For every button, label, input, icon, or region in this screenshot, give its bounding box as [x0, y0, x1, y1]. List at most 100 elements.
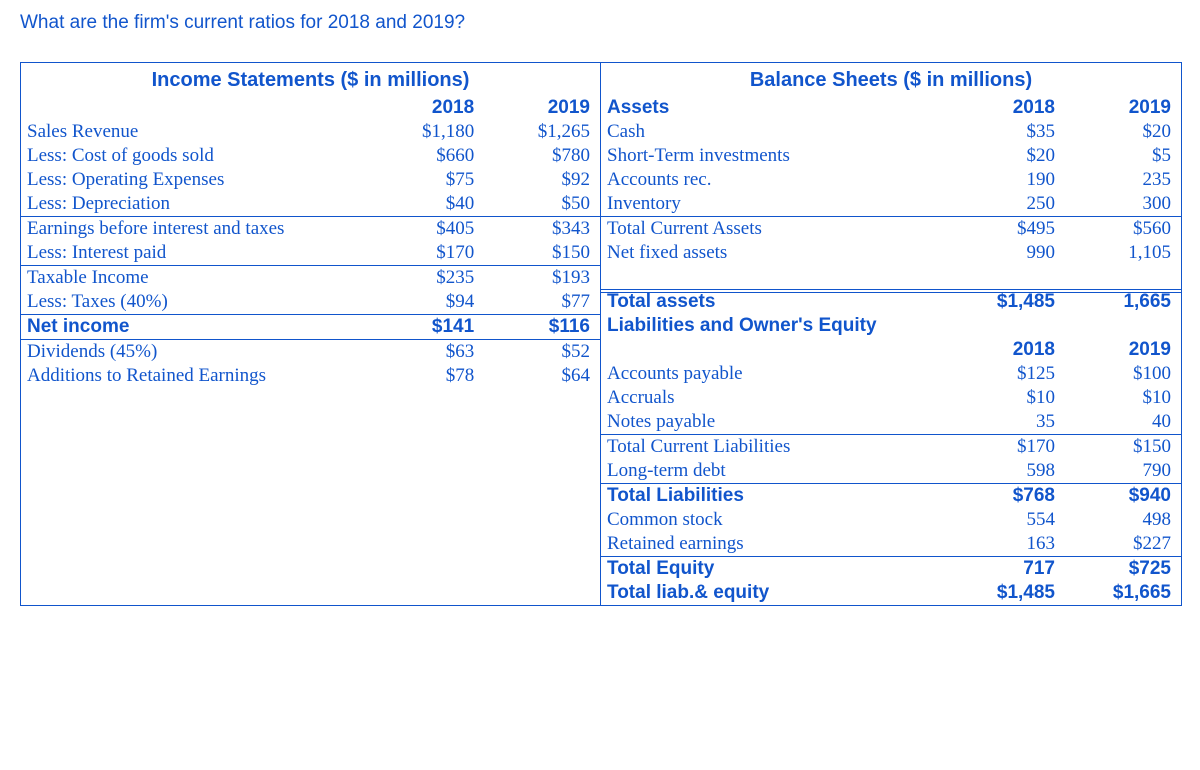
- liab-label: Retained earnings: [601, 532, 949, 557]
- income-2019: $52: [484, 340, 600, 365]
- income-2018: $141: [368, 315, 484, 340]
- income-2018: $170: [368, 241, 484, 266]
- income-label: Less: Cost of goods sold: [21, 144, 368, 168]
- asset-label: Net fixed assets: [601, 241, 949, 265]
- asset-2019: 1,105: [1065, 241, 1181, 265]
- income-row: Taxable Income$235$193: [21, 266, 600, 291]
- liab-heading-row: Liabilities and Owner's Equity: [601, 314, 1181, 338]
- income-2018: $94: [368, 290, 484, 315]
- income-row: Less: Operating Expenses$75$92: [21, 168, 600, 192]
- asset-label: Cash: [601, 120, 949, 144]
- income-2018: $63: [368, 340, 484, 365]
- income-2019: $193: [484, 266, 600, 291]
- liab-label: Accounts payable: [601, 362, 949, 386]
- liab-2018: $768: [949, 484, 1065, 509]
- income-2018: $1,180: [368, 120, 484, 144]
- liab-2019: 790: [1065, 459, 1181, 484]
- income-row: Dividends (45%)$63$52: [21, 340, 600, 365]
- liab-row: Total liab.& equity$1,485$1,665: [601, 581, 1181, 605]
- asset-label: Inventory: [601, 192, 949, 217]
- balance-panel: Balance Sheets ($ in millions) Assets 20…: [601, 63, 1181, 605]
- income-label: Sales Revenue: [21, 120, 368, 144]
- income-label: Earnings before interest and taxes: [21, 217, 368, 242]
- income-label: Taxable Income: [21, 266, 368, 291]
- question-text: What are the firm's current ratios for 2…: [20, 12, 1180, 34]
- liab-row: Total Equity717$725: [601, 557, 1181, 582]
- asset-2019: $560: [1065, 217, 1181, 242]
- income-2019: $64: [484, 364, 600, 388]
- liab-row: Accruals$10$10: [601, 386, 1181, 410]
- liab-2018: 717: [949, 557, 1065, 582]
- liab-label: Common stock: [601, 508, 949, 532]
- asset-row: Short-Term investments$20$5: [601, 144, 1181, 168]
- liab-row: Total Liabilities$768$940: [601, 484, 1181, 509]
- total-assets-row: Total assets $1,485 1,665: [601, 290, 1181, 315]
- income-label: Dividends (45%): [21, 340, 368, 365]
- income-2019: $50: [484, 192, 600, 217]
- liab-2019: $1,665: [1065, 581, 1181, 605]
- income-table: 2018 2019 Sales Revenue$1,180$1,265Less:…: [21, 96, 600, 388]
- income-label: Net income: [21, 315, 368, 340]
- assets-heading: Assets: [601, 96, 949, 120]
- liab-label: Long-term debt: [601, 459, 949, 484]
- liab-2019: $10: [1065, 386, 1181, 410]
- income-label: Less: Taxes (40%): [21, 290, 368, 315]
- asset-2018: $35: [949, 120, 1065, 144]
- income-year-row: 2018 2019: [21, 96, 600, 120]
- assets-header-row: Assets 2018 2019: [601, 96, 1181, 120]
- income-row: Earnings before interest and taxes$405$3…: [21, 217, 600, 242]
- income-year-2019: 2019: [484, 96, 600, 120]
- asset-2018: $20: [949, 144, 1065, 168]
- income-label: Additions to Retained Earnings: [21, 364, 368, 388]
- liab-2019: $725: [1065, 557, 1181, 582]
- income-year-2018: 2018: [368, 96, 484, 120]
- asset-2019: 235: [1065, 168, 1181, 192]
- liab-2019: 40: [1065, 410, 1181, 435]
- income-row: Additions to Retained Earnings$78$64: [21, 364, 600, 388]
- asset-label: Total Current Assets: [601, 217, 949, 242]
- liab-row: Common stock554498: [601, 508, 1181, 532]
- income-2018: $78: [368, 364, 484, 388]
- income-2018: $235: [368, 266, 484, 291]
- liab-2018: 554: [949, 508, 1065, 532]
- liab-2018: $170: [949, 435, 1065, 460]
- income-2019: $77: [484, 290, 600, 315]
- blank-row: [601, 265, 1181, 290]
- liab-2019: 498: [1065, 508, 1181, 532]
- asset-2018: 190: [949, 168, 1065, 192]
- liab-2018: $10: [949, 386, 1065, 410]
- liab-row: Total Current Liabilities$170$150: [601, 435, 1181, 460]
- liab-label: Notes payable: [601, 410, 949, 435]
- income-row: Less: Interest paid$170$150: [21, 241, 600, 266]
- asset-row: Inventory250300: [601, 192, 1181, 217]
- asset-2019: $20: [1065, 120, 1181, 144]
- income-2019: $343: [484, 217, 600, 242]
- liab-heading: Liabilities and Owner's Equity: [601, 314, 949, 338]
- balance-year-2019: 2019: [1065, 96, 1181, 120]
- liab-2019: $100: [1065, 362, 1181, 386]
- liab-label: Total Liabilities: [601, 484, 949, 509]
- asset-2019: 300: [1065, 192, 1181, 217]
- asset-label: Accounts rec.: [601, 168, 949, 192]
- asset-2018: 250: [949, 192, 1065, 217]
- balance-table: Assets 2018 2019 Cash$35$20Short-Term in…: [601, 96, 1181, 605]
- asset-2018: 990: [949, 241, 1065, 265]
- income-2019: $150: [484, 241, 600, 266]
- income-row: Less: Taxes (40%)$94$77: [21, 290, 600, 315]
- liab-row: Long-term debt598790: [601, 459, 1181, 484]
- liab-2019: $940: [1065, 484, 1181, 509]
- liab-2018: 35: [949, 410, 1065, 435]
- income-row: Sales Revenue$1,180$1,265: [21, 120, 600, 144]
- total-assets-label: Total assets: [601, 290, 949, 315]
- income-row: Less: Depreciation$40$50: [21, 192, 600, 217]
- income-row: Net income$141$116: [21, 315, 600, 340]
- income-2019: $92: [484, 168, 600, 192]
- liab-row: Accounts payable$125$100: [601, 362, 1181, 386]
- liab-row: Retained earnings163$227: [601, 532, 1181, 557]
- total-assets-2018: $1,485: [949, 290, 1065, 315]
- balance-title: Balance Sheets ($ in millions): [601, 63, 1181, 96]
- income-label: Less: Interest paid: [21, 241, 368, 266]
- liab-2018: $125: [949, 362, 1065, 386]
- liab-2018: 598: [949, 459, 1065, 484]
- asset-row: Total Current Assets$495$560: [601, 217, 1181, 242]
